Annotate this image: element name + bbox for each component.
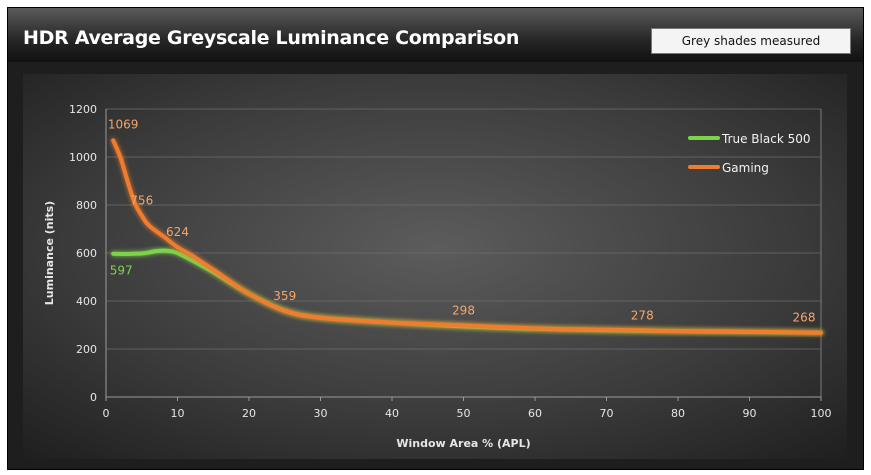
y-tick-label: 1200 bbox=[69, 103, 97, 116]
chart-title: HDR Average Greyscale Luminance Comparis… bbox=[23, 27, 520, 49]
x-tick-label: 70 bbox=[600, 407, 614, 420]
x-tick-label: 50 bbox=[457, 407, 471, 420]
y-tick-label: 800 bbox=[76, 199, 97, 212]
x-tick-label: 0 bbox=[103, 407, 110, 420]
x-tick-label: 60 bbox=[528, 407, 542, 420]
legend-label-gaming: Gaming bbox=[722, 161, 769, 175]
x-tick-label: 80 bbox=[671, 407, 685, 420]
chart-area: 0 200 400 600 800 1000 1200 0 10 20 30 40 50 60 70 80 90… bbox=[23, 74, 847, 459]
chart-header: HDR Average Greyscale Luminance Comparis… bbox=[8, 8, 863, 62]
grey-shades-badge: Grey shades measured bbox=[651, 28, 851, 54]
data-label-gaming: 756 bbox=[130, 194, 153, 208]
y-tick-label: 200 bbox=[76, 343, 97, 356]
luminance-line-chart: 0 200 400 600 800 1000 1200 0 10 20 30 40 50 60 70 80 90… bbox=[23, 74, 847, 459]
x-tick-label: 40 bbox=[385, 407, 399, 420]
y-tick-label: 0 bbox=[90, 391, 97, 404]
y-axis-title: Luminance (nits) bbox=[43, 201, 56, 305]
y-tick-label: 1000 bbox=[69, 151, 97, 164]
data-label-gaming: 624 bbox=[166, 225, 189, 239]
grid-layer bbox=[106, 108, 821, 350]
chart-frame: HDR Average Greyscale Luminance Comparis… bbox=[7, 7, 864, 470]
data-label-gaming: 359 bbox=[273, 289, 296, 303]
x-tick-label: 20 bbox=[242, 407, 256, 420]
axis-layer: 0 200 400 600 800 1000 1200 0 10 20 30 40 50 60 70 80 90… bbox=[43, 103, 832, 450]
data-label-gaming: 1069 bbox=[108, 117, 139, 131]
data-label-gaming: 278 bbox=[631, 308, 654, 322]
y-tick-label: 600 bbox=[76, 247, 97, 260]
series-layer bbox=[111, 138, 823, 335]
x-tick-label: 30 bbox=[314, 407, 328, 420]
data-label-layer: 597 1069 756 624 359 298 278 268 bbox=[108, 117, 816, 324]
x-tick-label: 90 bbox=[743, 407, 757, 420]
y-tick-label: 400 bbox=[76, 295, 97, 308]
x-tick-label: 10 bbox=[171, 407, 185, 420]
x-axis-title: Window Area % (APL) bbox=[396, 437, 530, 450]
series-line-gaming bbox=[111, 138, 823, 335]
legend-label-true-black-500: True Black 500 bbox=[721, 132, 811, 146]
data-label-gaming: 268 bbox=[793, 311, 816, 325]
legend: True Black 500 Gaming bbox=[688, 132, 811, 175]
data-label-true-black-500: 597 bbox=[110, 264, 133, 278]
data-label-gaming: 298 bbox=[452, 303, 475, 317]
x-tick-label: 100 bbox=[811, 407, 832, 420]
